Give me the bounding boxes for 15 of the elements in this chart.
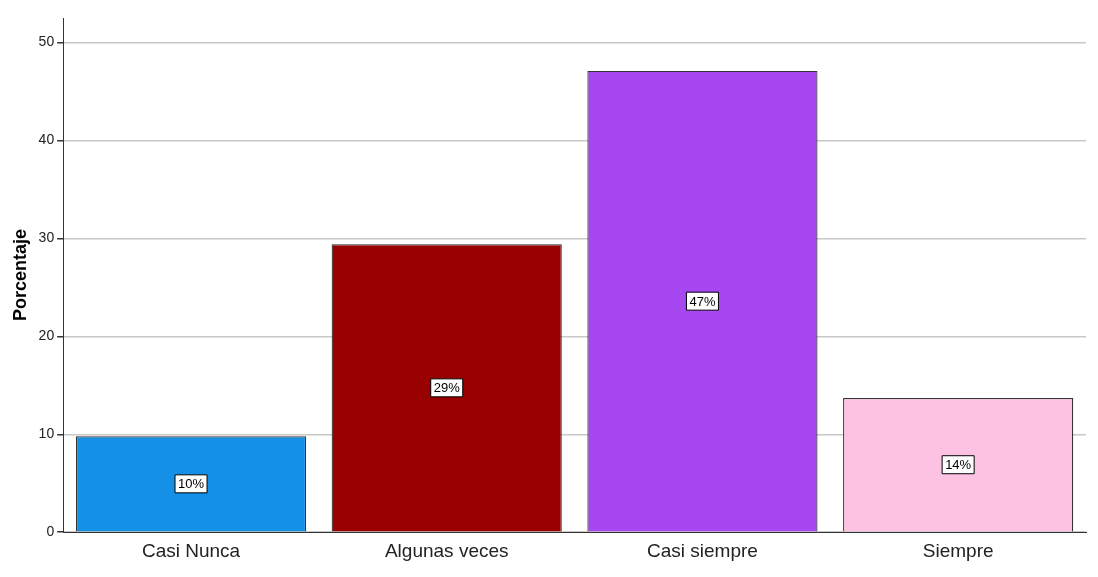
data-label: 10%	[178, 476, 205, 492]
y-tick-label: 40	[38, 131, 55, 148]
x-tick-label: Algunas veces	[384, 539, 509, 561]
data-label: 14%	[945, 457, 972, 473]
y-tick-label: 30	[38, 229, 55, 246]
y-tick-label: 50	[38, 33, 55, 50]
data-label: 29%	[433, 380, 461, 396]
x-tick-label: Casi siempre	[647, 539, 758, 561]
y-tick-label: 10	[38, 425, 55, 442]
y-tick-label: 20	[38, 327, 55, 344]
y-axis-title: Porcentaje	[9, 229, 30, 322]
y-tick-label: 0	[46, 523, 55, 540]
data-label: 47%	[689, 293, 716, 309]
x-tick-label: Casi Nunca	[141, 539, 241, 561]
x-tick-label: Siempre	[922, 539, 994, 561]
